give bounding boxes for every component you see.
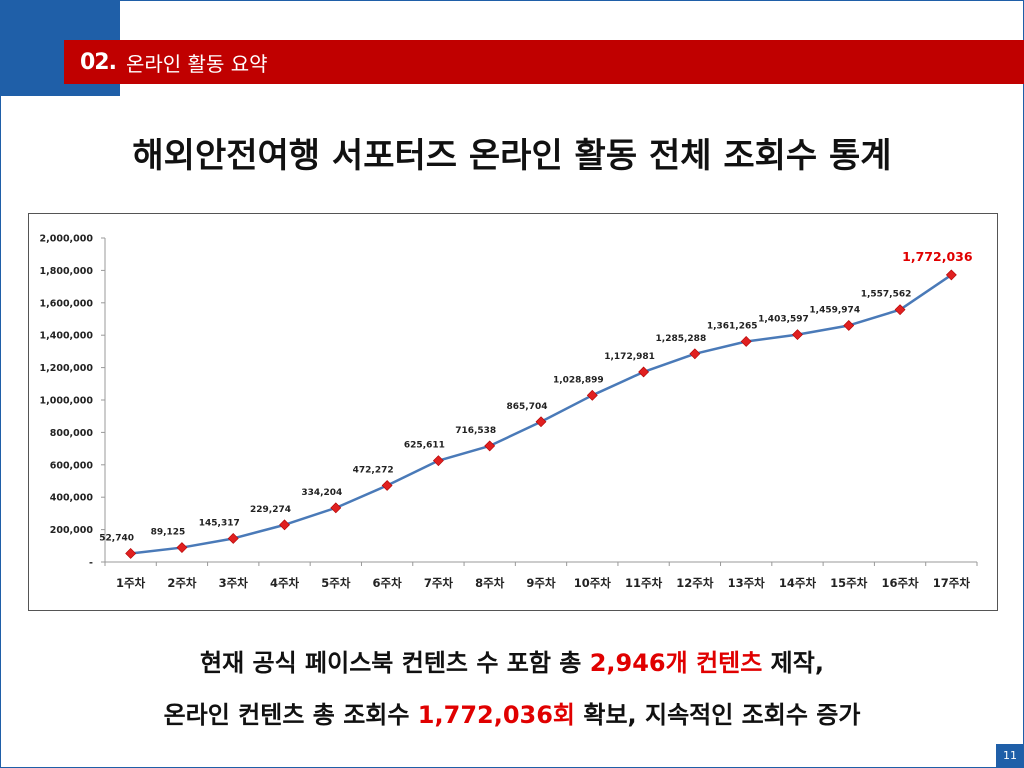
data-point-marker — [587, 390, 597, 400]
data-point-marker — [280, 520, 290, 530]
y-tick-label: 2,000,000 — [40, 234, 94, 245]
data-point-marker — [433, 456, 443, 466]
x-tick-label: 9주차 — [526, 576, 556, 590]
x-tick-label: 5주차 — [321, 576, 351, 590]
data-label: 1,361,265 — [707, 321, 758, 331]
data-point-marker — [741, 336, 751, 346]
y-tick-label: 1,400,000 — [40, 331, 94, 342]
data-point-marker — [331, 503, 341, 513]
x-tick-label: 15주차 — [830, 576, 868, 590]
x-tick-label: 6주차 — [373, 576, 403, 590]
summary-line-2-prefix: 온라인 컨텐츠 총 조회수 — [164, 701, 418, 729]
section-title: 온라인 활동 요약 — [126, 48, 268, 77]
summary-line-1: 현재 공식 페이스북 컨텐츠 수 포함 총 2,946개 컨텐츠 제작, — [0, 643, 1024, 678]
data-point-marker — [844, 320, 854, 330]
x-tick-label: 8주차 — [475, 576, 505, 590]
y-tick-label: 800,000 — [50, 428, 94, 439]
y-tick-label: 1,600,000 — [40, 298, 94, 309]
data-point-marker — [228, 533, 238, 543]
x-tick-label: 14주차 — [779, 576, 817, 590]
summary-line-1-highlight: 2,946개 컨텐츠 — [590, 649, 763, 677]
data-label: 89,125 — [151, 528, 186, 538]
data-point-marker — [126, 548, 136, 558]
data-label-highlight: 1,772,036 — [902, 249, 973, 264]
summary-line-1-suffix: 제작, — [762, 649, 824, 677]
data-label: 1,403,597 — [758, 315, 809, 325]
data-point-marker — [177, 543, 187, 553]
x-tick-label: 10주차 — [574, 576, 612, 590]
chart-frame: - 200,000 400,000 600,000 800,000 1,000,000 1,… — [28, 213, 998, 611]
x-tick-label: 3주차 — [219, 576, 249, 590]
y-tick-label: 1,200,000 — [40, 363, 94, 374]
y-tick-label: 1,800,000 — [40, 266, 94, 277]
data-label: 1,172,981 — [604, 352, 655, 362]
line-chart: - 200,000 400,000 600,000 800,000 1,000,000 1,… — [29, 214, 997, 610]
data-point-marker — [382, 480, 392, 490]
y-tick-label: 600,000 — [50, 460, 94, 471]
page-number: 11 — [996, 744, 1024, 768]
summary-line-2-highlight: 1,772,036회 — [418, 701, 575, 729]
y-tick-label: 200,000 — [50, 525, 94, 536]
summary-line-2-suffix: 확보, 지속적인 조회수 증가 — [575, 701, 860, 729]
x-tick-label: 13주차 — [728, 576, 766, 590]
x-tick-label: 12주차 — [676, 576, 714, 590]
data-label: 865,704 — [507, 402, 548, 412]
data-point-marker — [639, 367, 649, 377]
summary-line-1-prefix: 현재 공식 페이스북 컨텐츠 수 포함 총 — [200, 649, 590, 677]
data-point-marker — [485, 441, 495, 451]
data-label: 625,611 — [404, 441, 445, 451]
data-label: 145,317 — [199, 518, 240, 528]
data-point-marker — [690, 349, 700, 359]
summary-line-2: 온라인 컨텐츠 총 조회수 1,772,036회 확보, 지속적인 조회수 증가 — [0, 695, 1024, 730]
data-label: 472,272 — [353, 465, 394, 475]
y-tick-label: 400,000 — [50, 493, 94, 504]
x-tick-label: 17주차 — [933, 576, 971, 590]
x-tick-label: 1주차 — [116, 576, 146, 590]
x-tick-label: 11주차 — [625, 576, 663, 590]
y-tick-label: - — [89, 558, 93, 569]
data-label: 1,285,288 — [656, 334, 707, 344]
data-label: 334,204 — [301, 488, 342, 498]
data-label: 1,028,899 — [553, 375, 604, 385]
section-header-bar: 02. 온라인 활동 요약 — [64, 40, 1024, 84]
data-label: 229,274 — [250, 505, 291, 515]
x-tick-label: 2주차 — [167, 576, 197, 590]
data-point-marker — [792, 330, 802, 340]
data-label: 716,538 — [455, 426, 496, 436]
page-title: 해외안전여행 서포터즈 온라인 활동 전체 조회수 통계 — [0, 128, 1024, 177]
data-label: 1,459,974 — [809, 305, 860, 315]
y-tick-label: 1,000,000 — [40, 396, 94, 407]
section-number: 02. — [80, 50, 116, 75]
data-point-marker — [536, 417, 546, 427]
data-label: 1,557,562 — [861, 290, 912, 300]
x-tick-label: 4주차 — [270, 576, 300, 590]
data-label: 52,740 — [99, 533, 134, 543]
x-tick-label: 16주차 — [881, 576, 919, 590]
x-tick-label: 7주차 — [424, 576, 454, 590]
